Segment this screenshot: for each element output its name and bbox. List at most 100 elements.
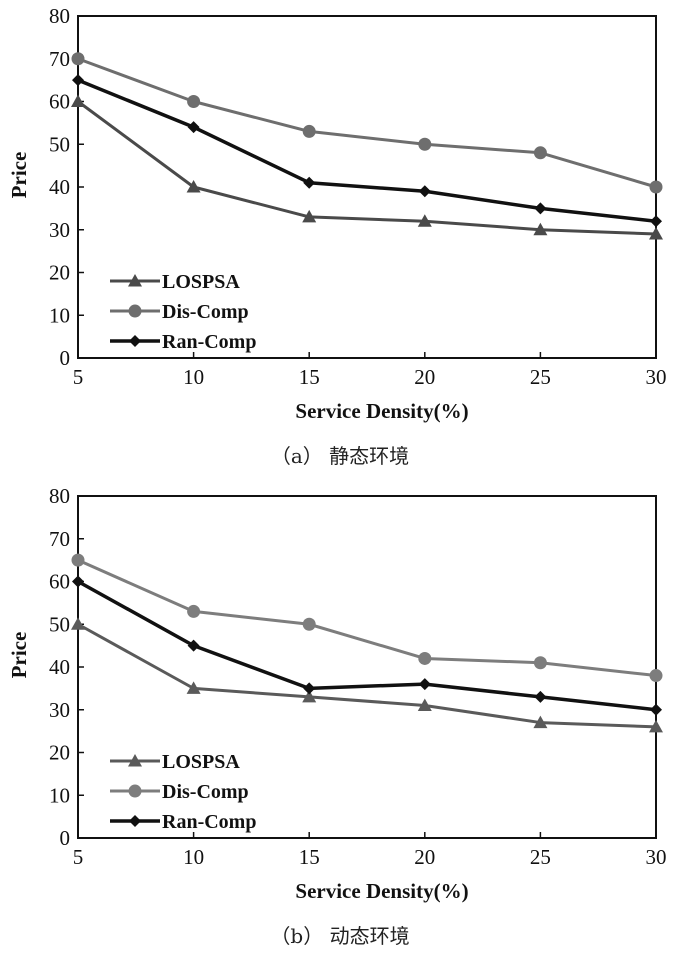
legend: LOSPSA Dis-Comp Ran-Comp bbox=[110, 271, 256, 353]
x-axis-label: Service Density(%) bbox=[295, 399, 468, 423]
y-tick-label: 10 bbox=[49, 303, 70, 327]
data-point bbox=[650, 703, 662, 716]
chart-b-svg: 0 10 20 30 40 50 60 70 80 5 10 15 20 25 30 Service Dens… bbox=[7, 484, 667, 903]
legend-marker bbox=[129, 335, 141, 348]
series-dis-comp bbox=[71, 52, 663, 194]
data-point bbox=[71, 94, 85, 107]
y-tick-label: 20 bbox=[49, 261, 70, 285]
x-tick-label: 25 bbox=[530, 845, 551, 869]
chart-panel-b: 0 10 20 30 40 50 60 70 80 5 10 15 20 25 30 Service Dens… bbox=[0, 480, 680, 958]
series-line bbox=[77, 558, 657, 678]
x-tick-label: 20 bbox=[414, 845, 435, 869]
data-point bbox=[418, 678, 431, 691]
x-tick-label: 15 bbox=[299, 365, 320, 389]
legend-label: Dis-Comp bbox=[162, 781, 249, 803]
data-point bbox=[418, 137, 432, 151]
data-point bbox=[187, 639, 200, 652]
legend-marker bbox=[128, 754, 142, 767]
series-ran-comp bbox=[72, 74, 662, 228]
y-tick-label: 20 bbox=[49, 741, 70, 765]
x-tick-label: 25 bbox=[530, 365, 551, 389]
data-point bbox=[418, 651, 432, 665]
series-line bbox=[77, 78, 657, 223]
series-line bbox=[77, 622, 657, 729]
data-point bbox=[72, 575, 84, 588]
chart-a-caption: （a） 静态环境 bbox=[270, 444, 410, 468]
series-line bbox=[77, 57, 657, 189]
x-tick-label: 5 bbox=[73, 365, 84, 389]
y-axis-label: Price bbox=[7, 152, 31, 199]
data-point bbox=[186, 180, 201, 193]
x-axis-label: Service Density(%) bbox=[295, 879, 468, 903]
data-point bbox=[417, 698, 432, 711]
legend-label: LOSPSA bbox=[162, 271, 240, 293]
y-tick-label: 80 bbox=[49, 484, 70, 508]
y-tick-label: 80 bbox=[49, 4, 70, 28]
data-point bbox=[533, 222, 548, 236]
y-tick-label: 0 bbox=[60, 346, 71, 370]
series-line bbox=[77, 100, 657, 236]
legend-label: Ran-Comp bbox=[162, 331, 256, 353]
y-tick-label: 40 bbox=[49, 655, 70, 679]
legend-marker bbox=[129, 815, 141, 828]
data-point bbox=[72, 74, 84, 87]
data-point bbox=[186, 681, 201, 694]
data-point bbox=[303, 176, 316, 189]
legend-marker bbox=[128, 784, 142, 798]
y-tick-label: 50 bbox=[49, 132, 70, 156]
legend-marker bbox=[128, 304, 142, 318]
legend-marker bbox=[128, 274, 142, 287]
legend-label: Ran-Comp bbox=[162, 811, 256, 833]
x-tick-label: 30 bbox=[646, 845, 667, 869]
data-point bbox=[649, 180, 663, 194]
y-axis-label: Price bbox=[7, 632, 31, 679]
x-tick-label: 15 bbox=[299, 845, 320, 869]
data-point bbox=[187, 95, 201, 108]
y-tick-label: 0 bbox=[60, 826, 71, 850]
y-tick-label: 40 bbox=[49, 175, 70, 199]
data-point bbox=[302, 124, 316, 138]
data-point bbox=[417, 214, 432, 227]
y-tick-label: 10 bbox=[49, 783, 70, 807]
y-tick-label: 30 bbox=[49, 218, 70, 242]
series-lospsa bbox=[71, 617, 663, 733]
series-lospsa bbox=[71, 94, 663, 240]
series-ran-comp bbox=[72, 575, 662, 716]
data-point bbox=[302, 617, 316, 631]
legend: LOSPSA Dis-Comp Ran-Comp bbox=[110, 751, 256, 833]
data-point bbox=[71, 553, 85, 567]
data-point bbox=[418, 185, 431, 198]
y-tick-label: 60 bbox=[49, 90, 70, 114]
x-tick-label: 20 bbox=[414, 365, 435, 389]
data-point bbox=[187, 604, 201, 618]
chart-a-svg: 0 10 20 30 40 50 60 70 80 5 10 15 20 25 30 Service Dens… bbox=[7, 4, 667, 423]
x-tick-label: 10 bbox=[183, 365, 204, 389]
data-point bbox=[649, 669, 663, 683]
y-tick-label: 60 bbox=[49, 570, 70, 594]
y-tick-label: 70 bbox=[49, 47, 70, 71]
data-point bbox=[533, 656, 547, 670]
legend-label: Dis-Comp bbox=[162, 301, 249, 323]
data-point bbox=[187, 121, 200, 134]
chart-b-caption: （b） 动态环境 bbox=[270, 924, 410, 948]
chart-panel-a: 0 10 20 30 40 50 60 70 80 5 10 15 20 25 30 Service Dens… bbox=[7, 4, 667, 468]
data-point bbox=[649, 719, 663, 733]
data-point bbox=[71, 52, 85, 66]
data-point bbox=[303, 682, 316, 695]
data-point bbox=[650, 215, 662, 228]
data-point bbox=[533, 715, 548, 729]
y-tick-label: 30 bbox=[49, 698, 70, 722]
data-point bbox=[302, 689, 317, 703]
data-point bbox=[302, 209, 317, 223]
x-tick-label: 5 bbox=[73, 845, 84, 869]
data-point bbox=[71, 617, 85, 630]
x-tick-label: 30 bbox=[646, 365, 667, 389]
series-dis-comp bbox=[71, 553, 663, 683]
x-tick-label: 10 bbox=[183, 845, 204, 869]
y-tick-label: 70 bbox=[49, 527, 70, 551]
data-point bbox=[649, 227, 663, 240]
data-point bbox=[534, 690, 547, 703]
data-point bbox=[533, 146, 547, 160]
data-point bbox=[534, 202, 547, 215]
y-tick-label: 50 bbox=[49, 612, 70, 636]
